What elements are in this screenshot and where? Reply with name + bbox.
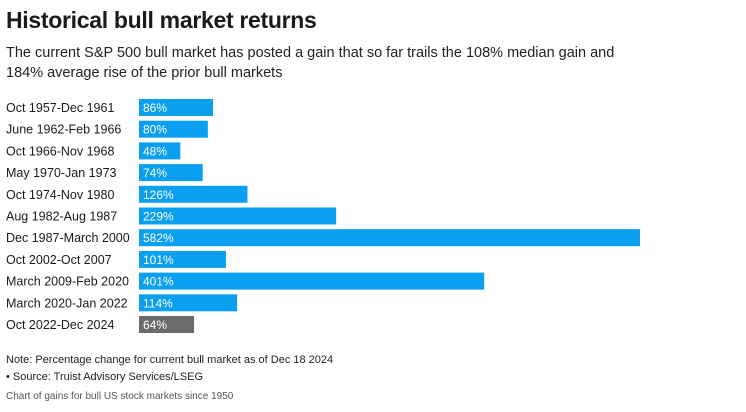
- bar-value-label: 229%: [143, 210, 174, 224]
- bar: [139, 207, 337, 225]
- bar: [139, 229, 640, 247]
- chart-note: Note: Percentage change for current bull…: [6, 354, 334, 366]
- bar-chart: Oct 1957-Dec 1961 86% June 1962-Feb 1966 80…: [6, 99, 640, 333]
- bar: [139, 185, 248, 203]
- category-label: Oct 1966-Nov 1968: [6, 144, 114, 158]
- chart-subtitle: The current S&P 500 bull market has post…: [6, 45, 615, 81]
- category-label: Aug 1982-Aug 1987: [6, 210, 117, 224]
- bar-value-label: 101%: [143, 253, 174, 267]
- bar: [139, 272, 485, 290]
- bar-value-label: 126%: [143, 188, 174, 202]
- category-label: Oct 1974-Nov 1980: [6, 188, 114, 202]
- category-label: June 1962-Feb 1966: [6, 123, 121, 137]
- bar-value-label: 582%: [143, 231, 174, 245]
- bar: [139, 250, 226, 268]
- bar-value-label: 80%: [143, 123, 167, 137]
- chart-source: • Source: Truist Advisory Services/LSEG: [6, 371, 204, 383]
- chart-title: Historical bull market returns: [6, 7, 317, 33]
- bar-value-label: 48%: [143, 144, 167, 158]
- category-label: March 2020-Jan 2022: [6, 296, 128, 310]
- bar: [139, 294, 238, 312]
- bar: [139, 142, 181, 160]
- category-label: Oct 2022-Dec 2024: [6, 318, 114, 332]
- category-label: March 2009-Feb 2020: [6, 275, 129, 289]
- category-label: Oct 1957-Dec 1961: [6, 101, 114, 115]
- category-label: May 1970-Jan 1973: [6, 166, 117, 180]
- bar: [139, 120, 208, 138]
- bar-value-label: 74%: [143, 166, 167, 180]
- bar-value-label: 86%: [143, 101, 167, 115]
- bar: [139, 99, 214, 116]
- category-label: Dec 1987-March 2000: [6, 231, 130, 245]
- category-label: Oct 2002-Oct 2007: [6, 253, 112, 267]
- bar: [139, 164, 203, 182]
- chart-caption: Chart of gains for bull US stock markets…: [6, 391, 234, 402]
- bar-value-label: 401%: [143, 275, 174, 289]
- bar-value-label: 64%: [143, 318, 167, 332]
- bar: [139, 316, 195, 333]
- bar-value-label: 114%: [143, 296, 173, 310]
